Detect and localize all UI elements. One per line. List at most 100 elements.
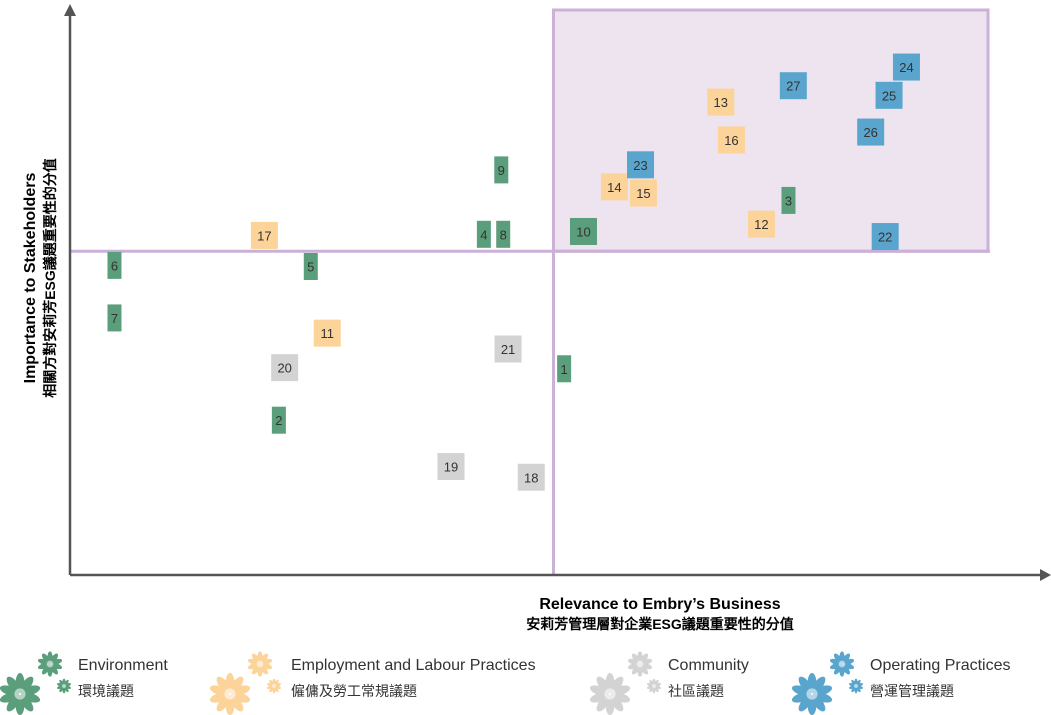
data-point: 11 xyxy=(313,319,341,347)
data-point-label: 16 xyxy=(724,133,738,148)
flower-center xyxy=(62,684,66,688)
data-point-label: 15 xyxy=(636,186,650,201)
data-point-label: 20 xyxy=(277,361,291,376)
y-axis-arrow xyxy=(64,4,76,16)
data-point-box xyxy=(627,151,655,179)
legend-label-en: Employment and Labour Practices xyxy=(291,657,536,674)
flower-center xyxy=(256,660,264,668)
legend: Environment 環境議題 Employment and Labour P… xyxy=(0,650,1051,715)
x-axis-title-zh: 安莉芳管理層對企業ESG議題重要性的分值 xyxy=(526,616,794,632)
flower-center xyxy=(854,684,858,688)
data-point-box xyxy=(437,453,465,481)
data-point: 4 xyxy=(476,220,491,248)
data-point: 25 xyxy=(875,81,903,109)
data-point-label: 22 xyxy=(878,230,892,245)
legend-label-zh: 環境議題 xyxy=(78,683,134,699)
data-point-label: 6 xyxy=(111,258,118,273)
data-point-label: 8 xyxy=(500,227,507,242)
data-point: 9 xyxy=(494,156,509,184)
data-point-box xyxy=(107,251,122,279)
data-point-box xyxy=(857,118,885,146)
y-axis-title-zh: 相關方對安莉芳ESG議題重要性的分值 xyxy=(42,158,58,398)
flower-center xyxy=(838,660,846,668)
data-point-box xyxy=(892,53,920,81)
data-point-label: 9 xyxy=(498,163,505,178)
legend-label-en: Community xyxy=(668,657,749,674)
data-point-label: 12 xyxy=(754,217,768,232)
data-point-box xyxy=(747,210,775,238)
data-point: 8 xyxy=(496,220,511,248)
data-point-box xyxy=(313,319,341,347)
data-point-box xyxy=(569,217,597,245)
data-point: 14 xyxy=(600,173,628,201)
data-point: 15 xyxy=(629,179,657,207)
data-point: 5 xyxy=(303,253,318,281)
data-point: 10 xyxy=(569,217,597,245)
data-point-box xyxy=(271,406,286,434)
data-point-label: 19 xyxy=(444,460,458,475)
data-point-box xyxy=(517,463,545,491)
data-point: 21 xyxy=(494,335,522,363)
flower-icon xyxy=(792,651,864,715)
data-point-box xyxy=(779,72,807,100)
data-point: 26 xyxy=(857,118,885,146)
data-point-label: 17 xyxy=(257,228,271,243)
data-point: 3 xyxy=(781,186,796,214)
x-axis-title-en: Relevance to Embry’s Business xyxy=(539,596,781,613)
data-point-box xyxy=(707,88,735,116)
data-point-label: 24 xyxy=(899,60,913,75)
data-point-label: 21 xyxy=(501,342,515,357)
data-point-label: 14 xyxy=(607,180,621,195)
data-point: 17 xyxy=(250,221,278,249)
legend-label-en: Operating Practices xyxy=(870,657,1011,674)
data-point-label: 10 xyxy=(576,224,590,239)
y-axis-title-en: Importance to Stakeholders xyxy=(22,172,39,384)
data-point-box xyxy=(875,81,903,109)
flower-icon xyxy=(0,651,72,715)
data-point: 1 xyxy=(557,355,572,383)
data-point-label: 5 xyxy=(307,260,314,275)
data-point: 13 xyxy=(707,88,735,116)
data-point-box xyxy=(476,220,491,248)
data-point-label: 23 xyxy=(633,158,647,173)
data-point-label: 13 xyxy=(714,95,728,110)
data-point-box xyxy=(303,253,318,281)
data-point-label: 7 xyxy=(111,311,118,326)
data-point-box xyxy=(271,354,299,382)
data-point-box xyxy=(494,156,509,184)
flower-center xyxy=(652,684,656,688)
data-point-label: 3 xyxy=(785,193,792,208)
data-point-label: 4 xyxy=(480,227,487,242)
data-point: 20 xyxy=(271,354,299,382)
data-point-box xyxy=(629,179,657,207)
data-point: 27 xyxy=(779,72,807,100)
legend-label-zh: 社區議題 xyxy=(668,683,724,699)
data-point-label: 27 xyxy=(786,79,800,94)
legend-label-zh: 營運管理議題 xyxy=(870,683,954,699)
flower-icon xyxy=(590,651,662,715)
data-point-label: 18 xyxy=(524,470,538,485)
data-point: 16 xyxy=(717,126,745,154)
flower-center xyxy=(14,688,26,700)
data-point: 2 xyxy=(271,406,286,434)
data-point: 6 xyxy=(107,251,122,279)
data-point-box xyxy=(781,186,796,214)
data-point: 7 xyxy=(107,304,122,332)
data-point-label: 11 xyxy=(320,326,334,341)
data-point-box xyxy=(250,221,278,249)
flower-center xyxy=(604,688,616,700)
data-point-label: 2 xyxy=(275,413,282,428)
x-axis-arrow xyxy=(1040,569,1051,581)
data-point-label: 1 xyxy=(561,362,568,377)
data-point-box xyxy=(107,304,122,332)
flower-center xyxy=(806,688,818,700)
data-point-box xyxy=(557,355,572,383)
data-point: 22 xyxy=(871,223,899,251)
legend-label-zh: 僱傭及勞工常規議題 xyxy=(291,683,417,699)
flower-center xyxy=(272,684,276,688)
data-point-label: 26 xyxy=(863,125,877,140)
flower-center xyxy=(224,688,236,700)
flower-center xyxy=(46,660,54,668)
